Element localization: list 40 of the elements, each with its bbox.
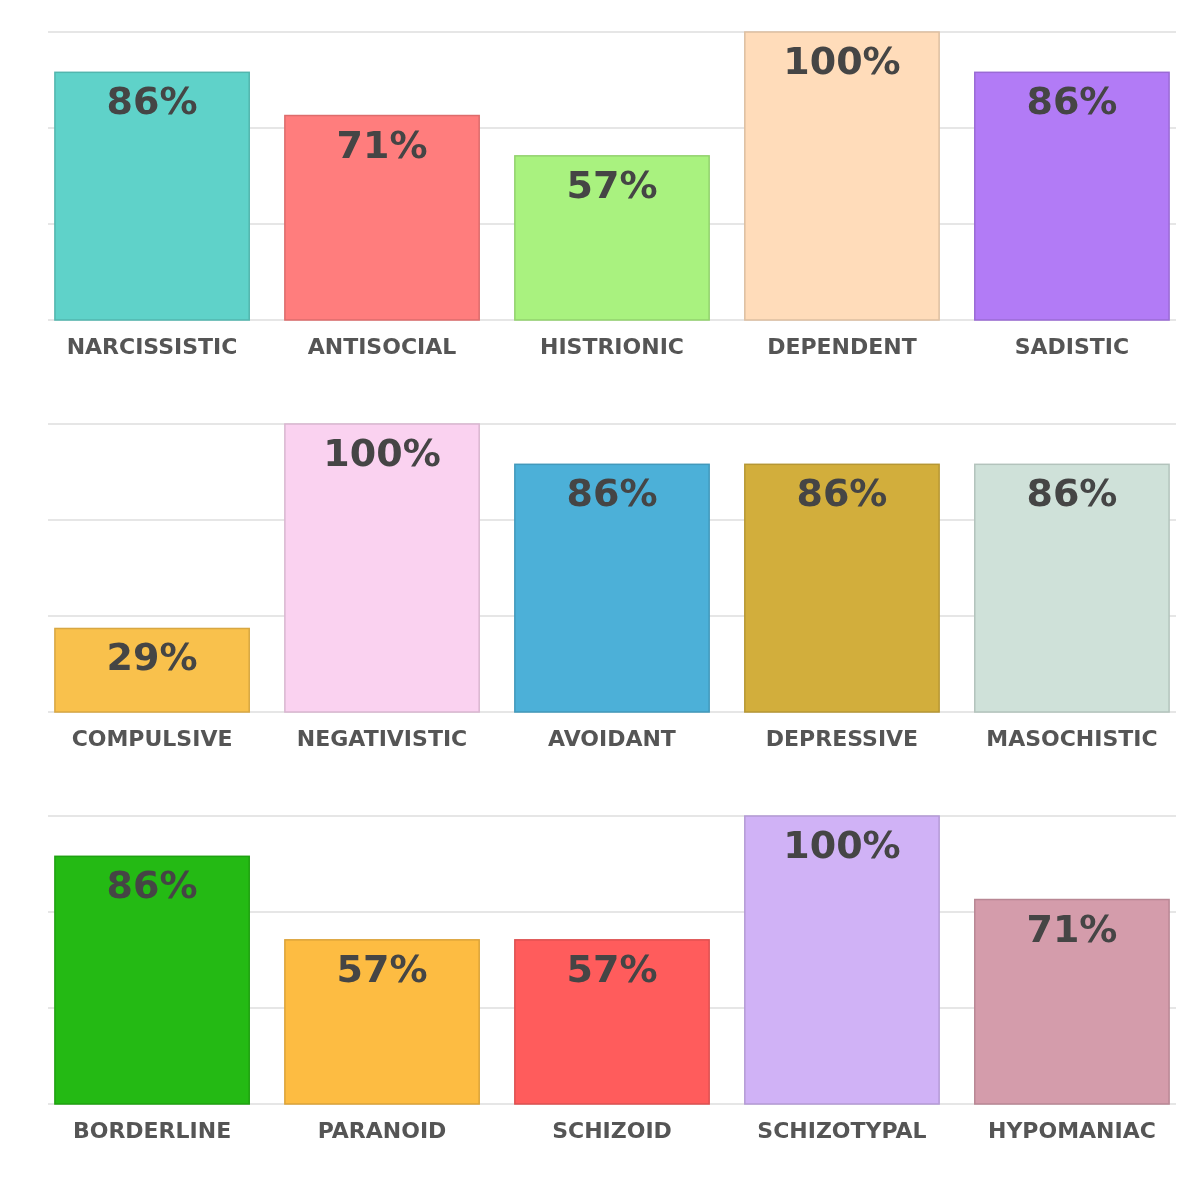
x-tick-label: DEPRESSIVE: [765, 726, 919, 751]
bar: [514, 155, 710, 321]
x-tick-label: COMPULSIVE: [71, 726, 233, 751]
data-label: 71%: [1026, 906, 1118, 951]
bar: [974, 898, 1170, 1105]
x-tick-label: HYPOMANIAC: [988, 1118, 1156, 1143]
x-tick-label: NARCISSISTIC: [66, 334, 238, 359]
bar: [284, 114, 480, 321]
data-label: 100%: [783, 823, 901, 867]
bar: [284, 939, 480, 1105]
bar: [514, 939, 710, 1105]
data-label: 57%: [336, 946, 428, 991]
data-label: 57%: [566, 162, 658, 207]
data-label: 29%: [106, 635, 198, 680]
x-tick-label: BORDERLINE: [72, 1118, 232, 1143]
data-label: 86%: [566, 471, 658, 516]
x-tick-label: AVOIDANT: [548, 726, 676, 751]
x-tick-label: MASOCHISTIC: [986, 726, 1158, 751]
bar: [744, 31, 940, 321]
data-label: 57%: [566, 946, 658, 991]
data-label: 86%: [106, 863, 198, 908]
bar: [744, 815, 940, 1105]
data-label: 71%: [336, 122, 428, 167]
x-tick-label: DEPENDENT: [767, 334, 917, 359]
x-tick-label: HISTRIONIC: [539, 334, 685, 359]
data-label: 86%: [796, 471, 888, 516]
x-tick-label: SCHIZOTYPAL: [757, 1118, 927, 1143]
data-label: 86%: [106, 79, 198, 124]
bar: [974, 71, 1170, 321]
x-tick-label: NEGATIVISTIC: [296, 726, 468, 751]
data-label: 86%: [1026, 79, 1118, 124]
x-tick-label: ANTISOCIAL: [307, 334, 457, 359]
bar: [54, 855, 250, 1105]
bar: [54, 71, 250, 321]
data-label: 100%: [323, 431, 441, 475]
x-tick-label: SADISTIC: [1014, 334, 1130, 359]
x-tick-label: PARANOID: [317, 1118, 447, 1143]
data-label: 86%: [1026, 471, 1118, 516]
x-tick-label: SCHIZOID: [552, 1118, 672, 1143]
data-label: 100%: [783, 39, 901, 83]
